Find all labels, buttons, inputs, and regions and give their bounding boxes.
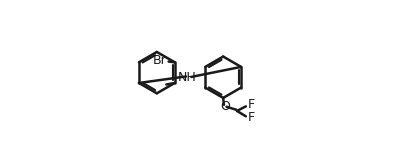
Text: F: F: [248, 98, 255, 111]
Text: O: O: [220, 100, 230, 113]
Text: Br: Br: [152, 54, 166, 67]
Text: F: F: [248, 111, 255, 124]
Text: NH: NH: [178, 71, 197, 84]
